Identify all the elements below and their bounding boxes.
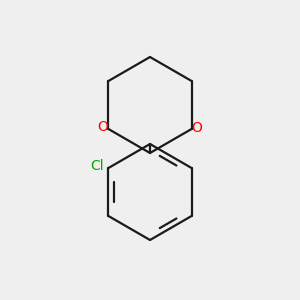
Text: O: O [191,121,203,134]
Text: O: O [98,121,109,134]
Text: Cl: Cl [90,159,104,172]
